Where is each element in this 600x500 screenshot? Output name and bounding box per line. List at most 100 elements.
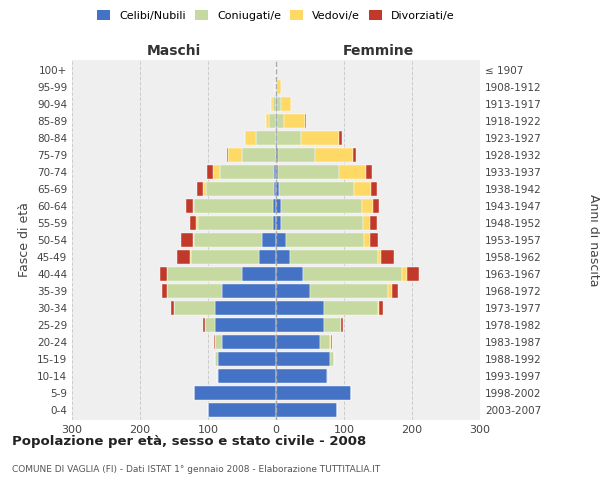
Bar (276, 148, 278, 162)
Bar (277, 97, 281, 111)
Bar (272, 216, 276, 230)
Bar (274, 165, 276, 179)
Bar (276, 233, 286, 247)
Bar (280, 182, 354, 196)
Bar (363, 216, 370, 230)
Bar (290, 250, 378, 264)
Bar (186, 199, 193, 213)
Bar (338, 131, 342, 145)
Bar (310, 284, 388, 298)
Bar (316, 148, 353, 162)
Bar (162, 284, 167, 298)
Bar (305, 114, 306, 128)
Bar (220, 165, 274, 179)
Bar (218, 352, 276, 366)
Bar (227, 148, 229, 162)
Bar (229, 148, 242, 162)
Bar (278, 148, 316, 162)
Bar (327, 369, 328, 383)
Text: Popolazione per età, sesso e stato civile - 2008: Popolazione per età, sesso e stato civil… (12, 435, 366, 448)
Bar (276, 352, 331, 366)
Bar (245, 131, 256, 145)
Bar (218, 369, 276, 383)
Bar (323, 301, 378, 315)
Text: Femmine: Femmine (343, 44, 413, 59)
Bar (323, 318, 341, 332)
Bar (370, 233, 378, 247)
Bar (367, 165, 372, 179)
Bar (276, 403, 337, 417)
Bar (303, 267, 402, 281)
Legend: Celibi/Nubili, Coniugati/e, Vedovi/e, Divorziati/e: Celibi/Nubili, Coniugati/e, Vedovi/e, Di… (93, 6, 459, 25)
Bar (331, 352, 334, 366)
Bar (196, 216, 198, 230)
Bar (392, 284, 398, 298)
Bar (167, 267, 242, 281)
Bar (193, 199, 194, 213)
Bar (388, 284, 392, 298)
Bar (277, 80, 281, 94)
Bar (331, 335, 332, 349)
Bar (256, 131, 276, 145)
Bar (205, 318, 215, 332)
Bar (221, 335, 276, 349)
Bar (276, 250, 290, 264)
Bar (276, 216, 281, 230)
Bar (215, 318, 276, 332)
Bar (286, 233, 364, 247)
Bar (190, 216, 196, 230)
Bar (190, 250, 191, 264)
Bar (174, 301, 215, 315)
Bar (276, 335, 320, 349)
Bar (194, 386, 276, 400)
Bar (276, 318, 323, 332)
Bar (382, 250, 394, 264)
Bar (217, 369, 218, 383)
Bar (274, 182, 276, 196)
Bar (339, 165, 367, 179)
Bar (378, 301, 379, 315)
Bar (203, 318, 205, 332)
Bar (167, 284, 221, 298)
Bar (272, 199, 276, 213)
Bar (281, 97, 291, 111)
Text: Anni di nascita: Anni di nascita (587, 194, 600, 286)
Bar (170, 301, 174, 315)
Bar (353, 148, 356, 162)
Bar (301, 131, 338, 145)
Bar (276, 301, 323, 315)
Bar (281, 216, 363, 230)
Bar (277, 114, 284, 128)
Bar (362, 199, 373, 213)
Bar (242, 267, 276, 281)
Bar (191, 250, 259, 264)
Bar (378, 250, 382, 264)
Bar (276, 386, 351, 400)
Bar (276, 267, 303, 281)
Bar (197, 182, 203, 196)
Bar (160, 267, 167, 281)
Bar (208, 403, 276, 417)
Bar (214, 335, 215, 349)
Bar (276, 131, 277, 145)
Bar (364, 233, 370, 247)
Bar (276, 369, 327, 383)
Bar (194, 233, 262, 247)
Bar (203, 182, 206, 196)
Bar (215, 301, 276, 315)
Bar (276, 284, 310, 298)
Bar (242, 148, 276, 162)
Bar (407, 267, 419, 281)
Bar (181, 233, 193, 247)
Bar (354, 182, 371, 196)
Bar (276, 199, 281, 213)
Text: COMUNE DI VAGLIA (FI) - Dati ISTAT 1° gennaio 2008 - Elaborazione TUTTITALIA.IT: COMUNE DI VAGLIA (FI) - Dati ISTAT 1° ge… (12, 465, 380, 474)
Bar (266, 114, 269, 128)
Bar (276, 97, 277, 111)
Bar (276, 165, 278, 179)
Bar (281, 199, 362, 213)
Bar (271, 97, 272, 111)
Bar (276, 80, 277, 94)
Bar (379, 301, 383, 315)
Bar (276, 182, 280, 196)
